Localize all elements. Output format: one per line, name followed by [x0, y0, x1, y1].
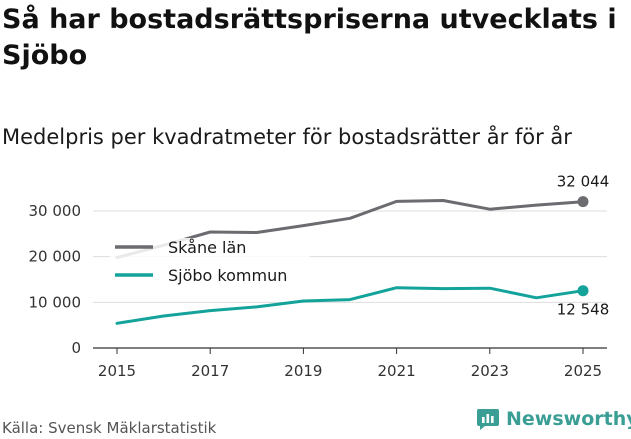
y-tick-label-3: 30 000	[29, 202, 82, 220]
y-tick-label-1: 10 000	[29, 293, 82, 311]
series-endpoint-skane	[577, 196, 589, 208]
chart-title: Så har bostadsrättspriserna utvecklats i…	[2, 4, 617, 71]
series-line-sjobo	[115, 286, 585, 325]
legend-label-sjobo: Sjöbo kommun	[168, 266, 287, 285]
x-tick-label-0: 2015	[98, 362, 136, 380]
x-tick-label-5: 2025	[564, 362, 602, 380]
x-tick-label-4: 2023	[471, 362, 509, 380]
data-label-sjobo: 12 548	[557, 301, 610, 319]
line-chart: 0 10 000 20 000 30 000 2015 2017 2019 2021 2023 2…	[29, 173, 610, 380]
brand-logo: Newsworthy	[476, 407, 631, 431]
source-note: Källa: Svensk Mäklarstatistik	[2, 419, 217, 437]
x-tick-label-3: 2021	[378, 362, 416, 380]
axes: 0 10 000 20 000 30 000 2015 2017 2019 2021 2023 2…	[29, 202, 607, 380]
x-tick-label-2: 2019	[284, 362, 322, 380]
y-tick-label-0: 0	[71, 339, 81, 357]
legend: Skåne län Sjöbo kommun	[110, 238, 310, 288]
y-tick-label-2: 20 000	[29, 248, 82, 266]
series-line-skane	[115, 199, 585, 260]
newsworthy-logo-icon	[477, 409, 499, 430]
x-tick-label-1: 2017	[191, 362, 229, 380]
chart-subtitle: Medelpris per kvadratmeter för bostadsrä…	[2, 125, 572, 149]
brand-name: Newsworthy	[506, 408, 631, 430]
series-endpoint-sjobo	[577, 285, 589, 297]
series: 32 044 12 548	[115, 173, 610, 325]
data-label-skane: 32 044	[557, 173, 610, 191]
legend-label-skane: Skåne län	[168, 238, 246, 257]
